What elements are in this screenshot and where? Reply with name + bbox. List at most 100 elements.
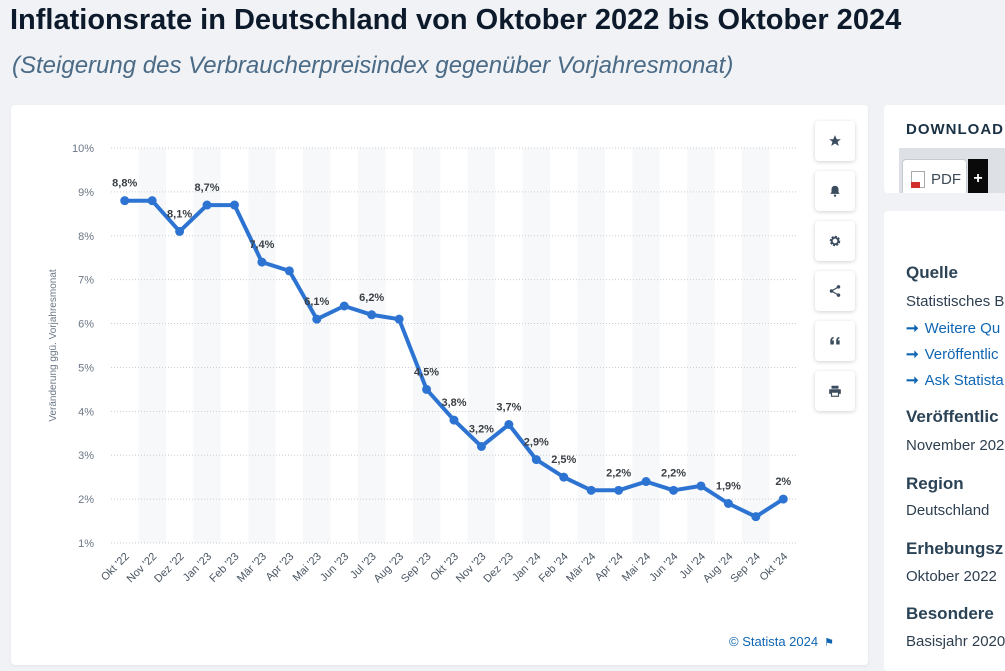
column-band — [577, 148, 605, 543]
data-label: 2,2% — [606, 467, 631, 479]
bell-icon — [830, 185, 840, 197]
data-point — [339, 301, 349, 311]
data-label: 6,1% — [304, 296, 329, 308]
data-point — [312, 314, 322, 324]
data-point — [504, 420, 514, 429]
source-heading: Quelle — [906, 263, 958, 282]
data-point — [284, 266, 294, 276]
pdf-label: PDF — [931, 171, 961, 188]
data-label: 4,5% — [414, 366, 439, 378]
settings-button[interactable] — [815, 221, 855, 261]
data-label: 8,1% — [167, 208, 192, 220]
chart-card: 1% 2% 3% 4% 5% 6% 7% 8% 9% 10% Veränderung ggü. Vo… — [11, 105, 868, 665]
quote-icon — [830, 336, 840, 345]
x-tick-label: Mär '24 — [564, 551, 598, 585]
data-point — [751, 512, 761, 522]
x-tick-label: Apr '24 — [593, 551, 626, 584]
data-label: 8,8% — [112, 178, 137, 190]
data-point — [614, 485, 624, 495]
published-heading: Veröffentlic — [906, 407, 999, 426]
data-point — [778, 494, 788, 504]
data-label: 2,9% — [524, 437, 549, 449]
y-tick-label: 5% — [78, 362, 94, 374]
data-label: 2% — [775, 476, 791, 488]
y-tick-label: 9% — [78, 187, 94, 199]
data-label: 2,5% — [551, 454, 576, 466]
data-label: 8,7% — [195, 182, 220, 194]
printer-icon — [829, 385, 841, 397]
data-point — [422, 384, 432, 394]
notes-text: Basisjahr 2020 — [906, 633, 1005, 650]
column-band — [412, 148, 441, 543]
data-label: 3,7% — [496, 402, 521, 414]
data-label: 1,9% — [716, 481, 741, 493]
x-tick-label: Feb '23 — [207, 551, 241, 585]
arrow-right-icon: ➞ — [906, 372, 919, 389]
y-tick-label: 4% — [78, 406, 94, 418]
x-tick-label: Okt '24 — [758, 551, 791, 584]
link-more-info-label: Weitere Qu — [924, 320, 1001, 337]
star-icon — [829, 135, 841, 146]
x-tick-label: Jun '24 — [647, 551, 680, 584]
data-point — [696, 481, 706, 491]
data-label: 2,2% — [661, 467, 686, 479]
inflation-line-chart: 1% 2% 3% 4% 5% 6% 7% 8% 9% 10% Veränderung ggü. Vo… — [48, 143, 797, 586]
data-point — [202, 200, 212, 210]
region-text: Deutschland — [906, 502, 990, 519]
column-band — [742, 148, 770, 543]
data-point — [531, 455, 541, 465]
y-tick-label: 6% — [78, 319, 94, 331]
published-text: November 202 — [906, 437, 1005, 454]
link-publication[interactable]: ➞ Veröffentlic — [906, 345, 999, 363]
data-point — [559, 472, 569, 482]
y-tick-label: 2% — [78, 494, 94, 506]
data-label: 3,2% — [469, 423, 494, 435]
data-label: 6,2% — [359, 292, 384, 304]
survey-text: Oktober 2022 — [906, 568, 997, 585]
credit-text: © Statista 2024 — [729, 634, 819, 649]
statista-credit[interactable]: © Statista 2024 ⚑ — [729, 634, 834, 649]
gear-icon — [829, 235, 841, 247]
data-point — [120, 196, 130, 206]
flag-icon: ⚑ — [824, 637, 834, 649]
x-tick-label: Sep '23 — [399, 551, 434, 586]
x-tick-label: Jun '23 — [318, 551, 351, 584]
info-panel: Quelle Statistisches B ➞ Weitere Qu ➞ Verö… — [884, 211, 1005, 671]
data-label: 3,8% — [441, 397, 466, 409]
share-button[interactable] — [815, 271, 855, 311]
more-downloads-button[interactable]: + — [968, 159, 988, 193]
favorite-button[interactable] — [815, 121, 855, 161]
link-more-info[interactable]: ➞ Weitere Qu — [906, 319, 1000, 337]
cite-button[interactable] — [815, 321, 855, 361]
data-point — [449, 415, 459, 425]
column-band — [248, 148, 276, 543]
link-publication-label: Veröffentlic — [924, 346, 999, 363]
column-band — [467, 148, 496, 543]
pdf-file-icon — [911, 171, 925, 188]
arrow-right-icon: ➞ — [906, 320, 919, 337]
download-title: DOWNLOAD — [906, 121, 1004, 138]
y-tick-label: 1% — [78, 538, 94, 550]
y-tick-label: 3% — [78, 450, 94, 462]
pdf-download-button[interactable]: PDF — [902, 159, 967, 193]
data-label: 7,4% — [249, 239, 274, 251]
source-text: Statistisches B — [906, 293, 1005, 310]
data-point — [586, 485, 596, 495]
x-tick-label: Apr '23 — [264, 551, 297, 584]
print-button[interactable] — [815, 371, 855, 411]
column-band — [522, 148, 551, 543]
x-tick-label: Dez '23 — [481, 551, 516, 586]
y-tick-label: 7% — [78, 275, 94, 287]
y-axis-label: Veränderung ggü. Vorjahresmonat — [48, 269, 59, 422]
notification-button[interactable] — [815, 171, 855, 211]
download-panel: DOWNLOAD PDF + — [884, 105, 1005, 193]
x-tick-label: Mär '23 — [235, 551, 269, 585]
x-tick-label: Dez '22 — [152, 551, 187, 586]
x-tick-label: Mai '24 — [620, 551, 653, 584]
share-icon — [829, 285, 841, 297]
data-point — [641, 477, 651, 487]
link-ask-statista[interactable]: ➞ Ask Statista — [906, 371, 1004, 389]
chart-toolbar — [815, 121, 857, 421]
data-point — [175, 226, 185, 236]
link-ask-statista-label: Ask Statista — [924, 372, 1004, 389]
